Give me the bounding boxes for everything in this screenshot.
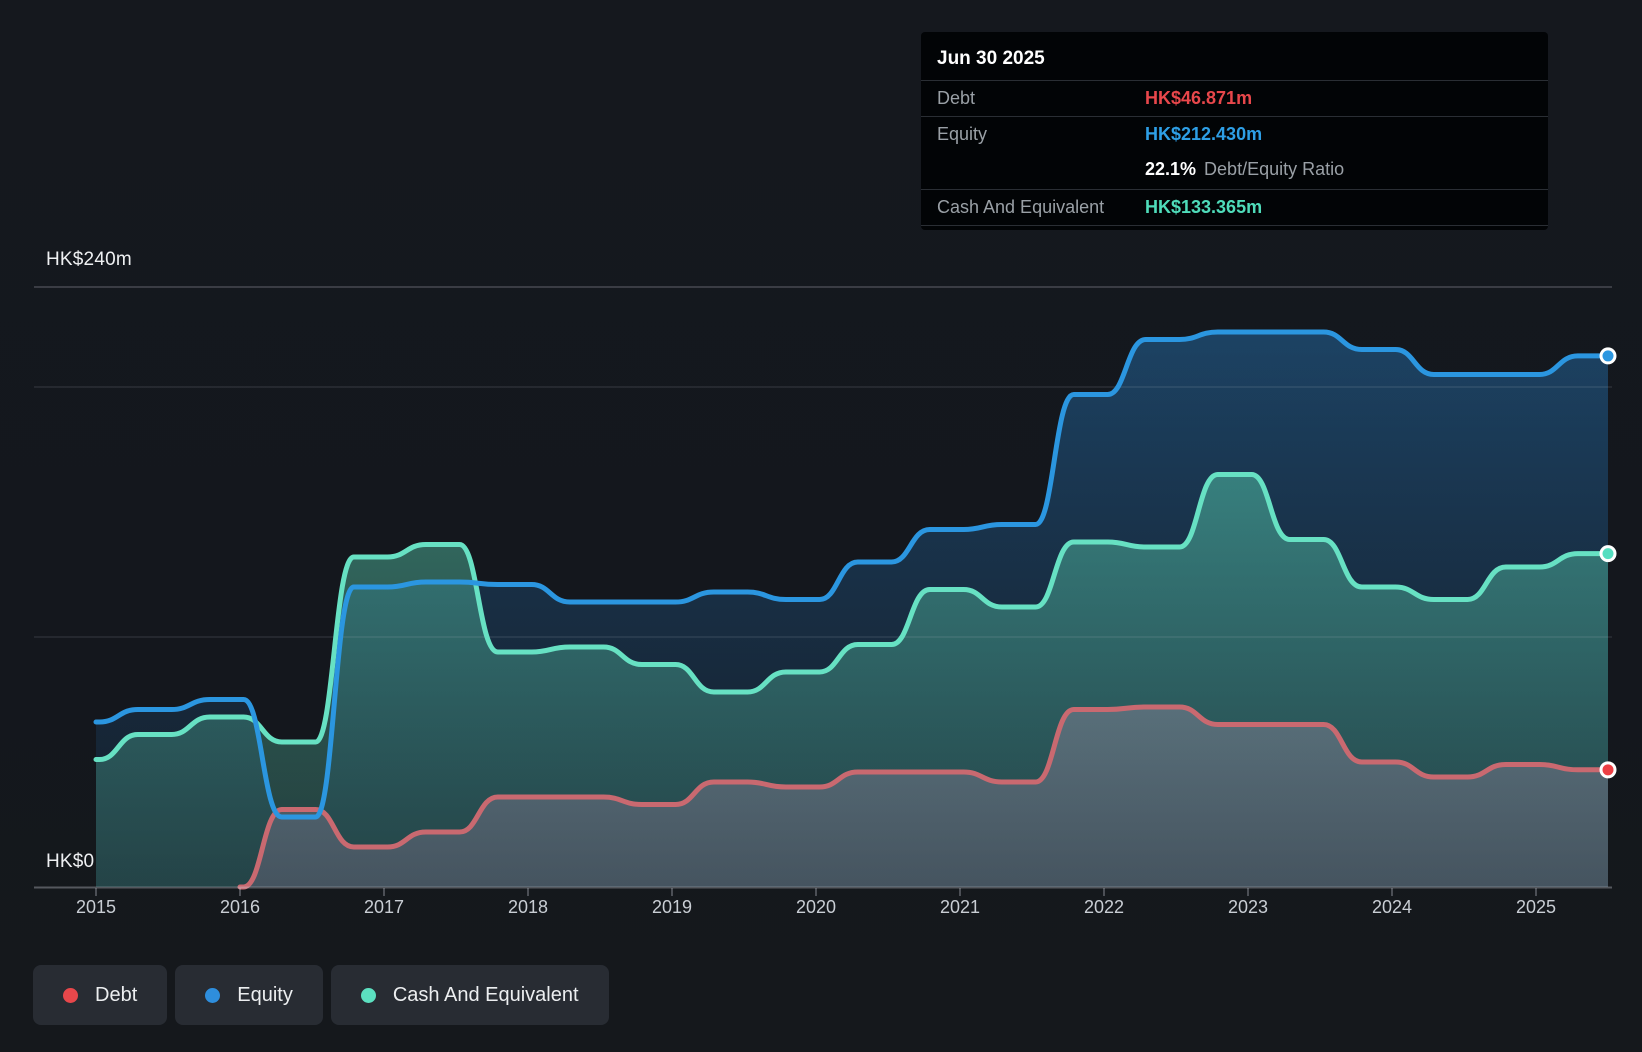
legend-chip-equity[interactable]: Equity xyxy=(175,965,323,1025)
chart-legend: Debt Equity Cash And Equivalent xyxy=(33,965,609,1025)
cash-and-equivalent-line xyxy=(93,472,1611,762)
tooltip-row-debt: Debt HK$46.871m xyxy=(921,81,1548,116)
x-axis-year-label-2018: 2018 xyxy=(507,897,549,917)
x-axis-year-label-2024: 2024 xyxy=(1371,897,1413,917)
debt-area-fill xyxy=(240,707,1608,887)
x-axis-year-label-2016: 2016 xyxy=(219,897,261,917)
divider xyxy=(921,116,1548,117)
legend-debt-label: Debt xyxy=(95,983,138,1006)
debt-line xyxy=(237,704,1611,890)
cash-dot-icon xyxy=(360,987,376,1003)
tooltip-debt-value: HK$46.871m xyxy=(1145,88,1253,108)
debt-equity-ratio-value: 22.1% xyxy=(1145,159,1197,179)
divider xyxy=(921,225,1548,226)
tooltip-cash-label: Cash And Equivalent xyxy=(937,197,1105,217)
x-axis-year-label-2023: 2023 xyxy=(1227,897,1269,917)
tooltip-cash-value: HK$133.365m xyxy=(1145,197,1263,217)
debt-endpoint-dot xyxy=(1599,761,1617,779)
tooltip-equity-value: HK$212.430m xyxy=(1145,124,1263,144)
legend-chip-debt[interactable]: Debt xyxy=(33,965,168,1025)
equity-dot-icon xyxy=(205,987,221,1003)
divider xyxy=(921,80,1548,81)
equity-endpoint-dot xyxy=(1599,347,1617,365)
legend-cash-label: Cash And Equivalent xyxy=(392,983,579,1006)
tooltip-date: Jun 30 2025 xyxy=(937,48,1045,69)
debt-dot-icon xyxy=(63,987,78,1003)
tooltip-row-ratio: 22.1% Debt/Equity Ratio xyxy=(921,152,1548,189)
x-axis-year-label-2017: 2017 xyxy=(363,897,405,917)
x-axis-year-label-2021: 2021 xyxy=(939,897,981,917)
y-axis-zero-label: HK$0 xyxy=(46,851,95,872)
tooltip-row-equity: Equity HK$212.430m xyxy=(921,117,1548,152)
x-axis: 2015 2016 2017 2018 2019 2020 2021 2022 2023 2024… xyxy=(0,897,1642,921)
divider xyxy=(921,189,1548,190)
x-axis-year-label-2020: 2020 xyxy=(795,897,837,917)
legend-equity-label: Equity xyxy=(237,983,293,1006)
tooltip-row-cash: Cash And Equivalent HK$133.365m xyxy=(921,190,1548,225)
x-axis-year-label-2022: 2022 xyxy=(1083,897,1125,917)
tooltip-equity-label: Equity xyxy=(937,124,988,144)
cash-and-equivalent-endpoint-dot xyxy=(1599,545,1617,563)
tooltip-debt-label: Debt xyxy=(937,88,976,108)
x-axis-year-label-2025: 2025 xyxy=(1515,897,1557,917)
debt-equity-ratio-label: Debt/Equity Ratio xyxy=(1204,159,1345,179)
legend-chip-cash[interactable]: Cash And Equivalent xyxy=(330,965,609,1025)
chart-tooltip: Jun 30 2025 Debt HK$46.871m Equity HK$21… xyxy=(921,32,1548,230)
equity-line xyxy=(93,329,1611,820)
x-axis-year-label-2019: 2019 xyxy=(651,897,693,917)
y-axis-max-label: HK$240m xyxy=(46,249,132,270)
x-axis-year-label-2015: 2015 xyxy=(75,897,117,917)
